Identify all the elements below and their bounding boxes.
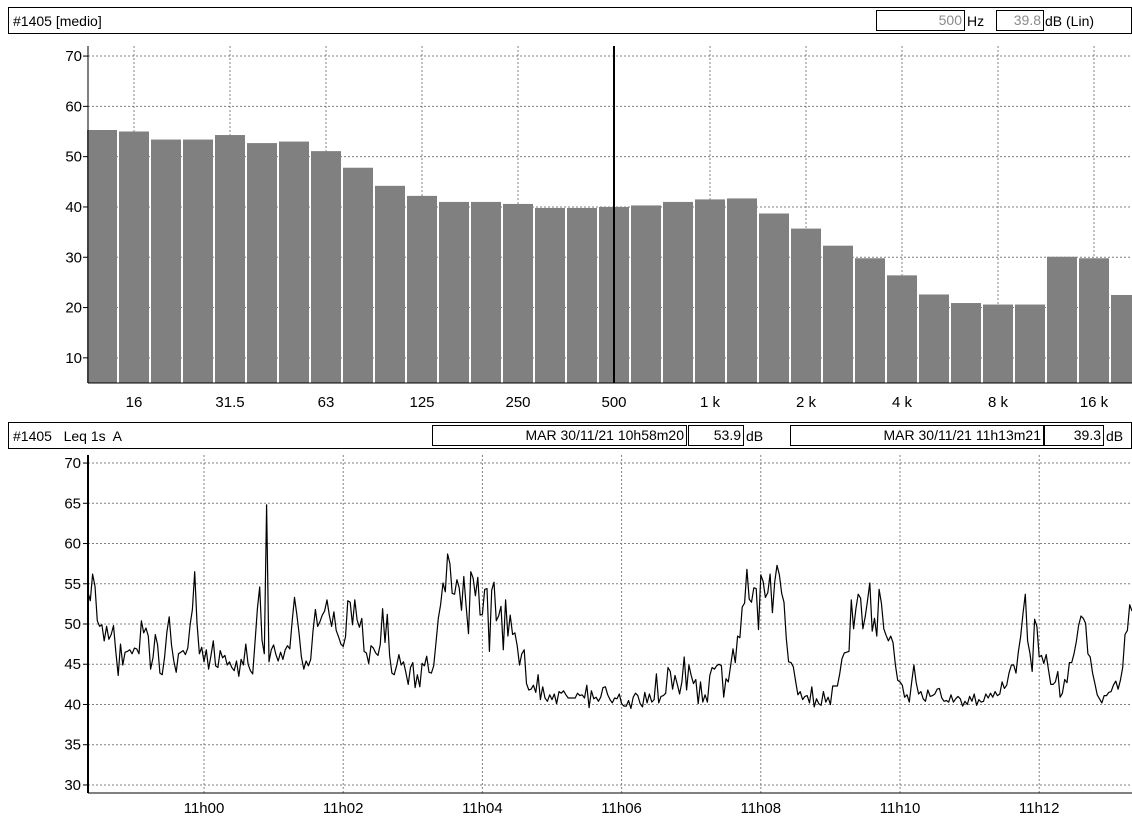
x-tick-label: 1 k	[700, 394, 721, 411]
spectrum-bar	[919, 294, 949, 383]
x-tick-label: 11h00	[184, 800, 225, 817]
spectrum-bar	[727, 198, 757, 383]
spectrum-bar	[631, 205, 661, 383]
leq-series-line	[87, 504, 1132, 710]
spectrum-title: #1405 [medio]	[13, 13, 102, 29]
y-tick-label: 10	[65, 350, 82, 367]
y-tick-label: 40	[64, 696, 81, 713]
spectrum-bar	[343, 167, 373, 383]
x-tick-label: 4 k	[892, 394, 913, 411]
y-tick-label: 20	[65, 300, 82, 317]
y-tick-label: 30	[64, 777, 81, 794]
start-level-unit: dB	[746, 428, 764, 444]
end-level-unit: dB	[1106, 428, 1124, 444]
spectrum-bar	[535, 207, 565, 383]
y-tick-label: 30	[65, 249, 82, 266]
cursor-frequency-field[interactable]: 500	[876, 10, 965, 31]
end-level-field[interactable]: 39.3	[1044, 425, 1104, 446]
timeline-header: #1405 Leq 1s A MAR 30/11/21 10h58m20 53.…	[8, 422, 1132, 449]
x-tick-label: 11h12	[1019, 800, 1060, 817]
x-tick-label: 500	[601, 394, 626, 411]
spectrum-bar	[1015, 304, 1045, 383]
level-unit: dB (Lin)	[1045, 13, 1095, 29]
y-tick-label: 45	[64, 656, 81, 673]
x-tick-label: 63	[318, 394, 335, 411]
end-time-field[interactable]: MAR 30/11/21 11h13m21	[790, 425, 1044, 446]
x-tick-label: 11h02	[323, 800, 364, 817]
x-tick-label: 16	[126, 394, 143, 411]
x-tick-label: 250	[505, 394, 530, 411]
cursor-level-field[interactable]: 39.8	[996, 10, 1044, 31]
spectrum-bar	[1079, 258, 1109, 383]
timeline-panel: #1405 Leq 1s A MAR 30/11/21 10h58m20 53.…	[8, 415, 1132, 821]
start-level-field[interactable]: 53.9	[688, 425, 744, 446]
spectrum-bar	[247, 143, 277, 383]
x-tick-label: 11h08	[740, 800, 781, 817]
y-tick-label: 35	[64, 737, 81, 754]
spectrum-bar	[759, 213, 789, 383]
start-time-field[interactable]: MAR 30/11/21 10h58m20	[432, 425, 687, 446]
y-tick-label: 70	[65, 48, 82, 65]
timeline-chart[interactable]: 30 35 40 45 50 55 60 65 70 11h00 11h02 11h04 11h06 11…	[8, 449, 1132, 821]
spectrum-bar	[1047, 256, 1077, 383]
spectrum-bar	[375, 185, 405, 383]
x-tick-label: 8 k	[988, 394, 1009, 411]
spectrum-bar	[183, 139, 213, 383]
x-tick-label: 125	[409, 394, 434, 411]
y-tick-label: 60	[64, 536, 81, 553]
x-tick-label: 11h06	[601, 800, 642, 817]
x-tick-label: 11h10	[880, 800, 921, 817]
spectrum-bar	[439, 201, 469, 383]
y-tick-label: 50	[64, 616, 81, 633]
spectrum-bar	[279, 141, 309, 383]
spectrum-bar	[151, 139, 181, 383]
spectrum-bar	[567, 207, 597, 383]
spectrum-panel: #1405 [medio] 500 Hz 39.8 dB (Lin) 10 20 3…	[8, 7, 1132, 415]
spectrum-bar	[663, 201, 693, 383]
frequency-unit: Hz	[967, 13, 985, 29]
y-tick-label: 70	[64, 455, 81, 472]
y-tick-label: 65	[64, 495, 81, 512]
spectrum-bar	[87, 129, 117, 383]
y-tick-label: 50	[65, 149, 82, 166]
spectrum-header: #1405 [medio] 500 Hz 39.8 dB (Lin)	[8, 7, 1132, 34]
spectrum-bar	[823, 245, 853, 383]
spectrum-bar	[855, 258, 885, 383]
spectrum-bar	[887, 275, 917, 383]
timeline-title: #1405 Leq 1s A	[13, 428, 122, 444]
y-tick-label: 55	[64, 576, 81, 593]
x-tick-label: 2 k	[796, 394, 817, 411]
spectrum-bar	[1111, 294, 1132, 383]
x-tick-label: 16 k	[1080, 394, 1109, 411]
spectrum-bar	[951, 303, 981, 383]
spectrum-bar	[503, 203, 533, 383]
y-tick-label: 60	[65, 98, 82, 115]
x-tick-label: 31.5	[215, 394, 244, 411]
spectrum-chart[interactable]: 10 20 30 40 50 60 70 16 31.5 63 125 250 500 1 k 2 k 4 k…	[8, 34, 1132, 415]
x-tick-label: 11h04	[462, 800, 503, 817]
spectrum-bar	[471, 201, 501, 383]
y-tick-label: 40	[65, 199, 82, 216]
